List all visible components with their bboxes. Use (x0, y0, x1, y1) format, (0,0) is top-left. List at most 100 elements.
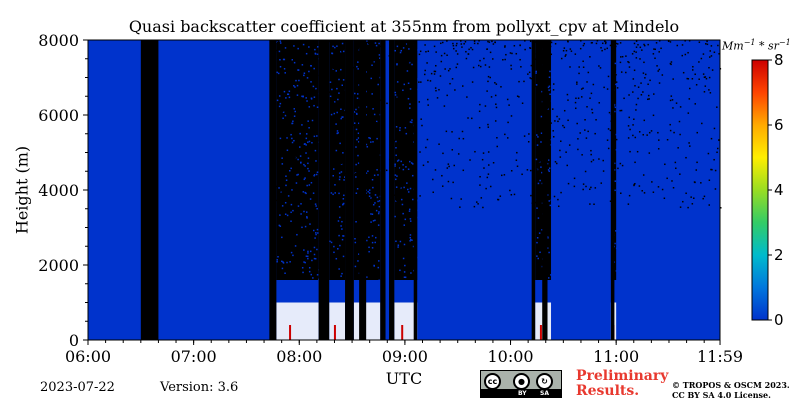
noise-speckle (478, 110, 481, 113)
noise-speckle (583, 42, 586, 45)
noise-speckle (646, 134, 648, 136)
near-surface-peak (539, 325, 542, 340)
noise-speckle (374, 61, 377, 63)
noise-speckle (479, 103, 481, 106)
x-tick-label: 07:00 (171, 347, 217, 366)
noise-speckle (478, 64, 480, 67)
noise-speckle (398, 105, 400, 108)
noise-speckle (636, 150, 639, 153)
noise-speckle (640, 82, 642, 84)
noise-speckle (529, 169, 532, 172)
colorbar-tick-label: 8 (774, 51, 784, 69)
noise-speckle (341, 106, 344, 108)
noise-speckle (675, 102, 678, 104)
noise-speckle (282, 68, 284, 70)
noise-speckle (418, 53, 421, 56)
noise-speckle (343, 172, 346, 175)
noise-speckle (684, 53, 687, 56)
cc-license-badge: cc ● ↻ BY SA (480, 370, 562, 398)
near-surface-layer (276, 302, 319, 340)
noise-speckle (615, 138, 618, 141)
noise-speckle (283, 154, 285, 156)
noise-speckle (598, 158, 600, 160)
noise-speckle (637, 86, 640, 88)
noise-speckle (581, 96, 583, 98)
noise-speckle (400, 40, 403, 43)
noise-speckle (641, 49, 643, 51)
noise-speckle (404, 43, 407, 45)
noise-speckle (708, 56, 711, 58)
noise-speckle (687, 112, 690, 114)
noise-speckle (707, 152, 710, 155)
noise-speckle (402, 49, 405, 51)
noise-speckle (426, 98, 429, 101)
noise-speckle (490, 96, 493, 98)
noise-speckle (447, 69, 450, 72)
noise-speckle (632, 91, 634, 93)
noise-speckle (633, 183, 635, 186)
noise-speckle (687, 51, 689, 54)
noise-speckle (552, 130, 554, 132)
noise-speckle (687, 78, 690, 80)
noise-speckle (669, 99, 672, 102)
noise-speckle (591, 112, 594, 114)
noise-speckle (638, 131, 641, 133)
noise-speckle (634, 85, 636, 87)
noise-speckle (670, 61, 673, 63)
noise-speckle (516, 165, 519, 168)
noise-speckle (427, 104, 429, 106)
noise-speckle (710, 137, 713, 140)
noise-speckle (419, 151, 421, 153)
noise-speckle (590, 160, 593, 163)
noise-speckle (283, 172, 286, 175)
noise-speckle (372, 112, 374, 114)
noise-speckle (405, 207, 408, 210)
noise-speckle (316, 89, 318, 91)
noise-speckle (535, 180, 538, 183)
noise-speckle (538, 43, 540, 46)
noise-speckle (499, 195, 502, 197)
noise-speckle (312, 55, 315, 58)
noise-speckle (399, 186, 401, 189)
noise-speckle (420, 118, 422, 120)
noise-speckle (540, 121, 542, 124)
noise-speckle (633, 50, 636, 53)
noise-speckle (293, 70, 295, 72)
noise-speckle (496, 137, 498, 139)
noise-speckle (613, 101, 616, 104)
no-data-period (542, 40, 548, 340)
noise-speckle (638, 185, 641, 187)
noise-speckle (711, 168, 713, 171)
noise-speckle (312, 176, 315, 178)
noise-speckle (632, 124, 634, 126)
noise-speckle (625, 71, 627, 74)
noise-speckle (465, 50, 467, 53)
noise-speckle (366, 184, 369, 186)
noise-speckle (578, 72, 580, 75)
noise-speckle (397, 167, 400, 169)
noise-speckle (460, 198, 462, 200)
noise-speckle (343, 64, 345, 66)
noise-speckle (556, 115, 558, 118)
noise-speckle (584, 170, 587, 173)
noise-speckle (304, 66, 307, 68)
noise-speckle (689, 87, 691, 90)
x-tick-label: 08:00 (276, 347, 322, 366)
noise-speckle (536, 122, 539, 125)
noise-speckle (447, 163, 450, 165)
noise-speckle (295, 47, 297, 49)
noise-speckle (587, 71, 590, 74)
noise-speckle (338, 60, 341, 62)
noise-speckle (716, 106, 718, 108)
noise-speckle (435, 51, 437, 53)
noise-speckle (709, 50, 711, 52)
noise-speckle (375, 122, 378, 124)
noise-speckle (652, 191, 655, 193)
noise-speckle (466, 96, 468, 98)
noise-speckle (280, 53, 283, 56)
noise-speckle (628, 66, 631, 68)
noise-speckle (344, 111, 346, 113)
noise-speckle (494, 41, 496, 43)
noise-speckle (530, 64, 533, 67)
noise-speckle (644, 73, 647, 76)
